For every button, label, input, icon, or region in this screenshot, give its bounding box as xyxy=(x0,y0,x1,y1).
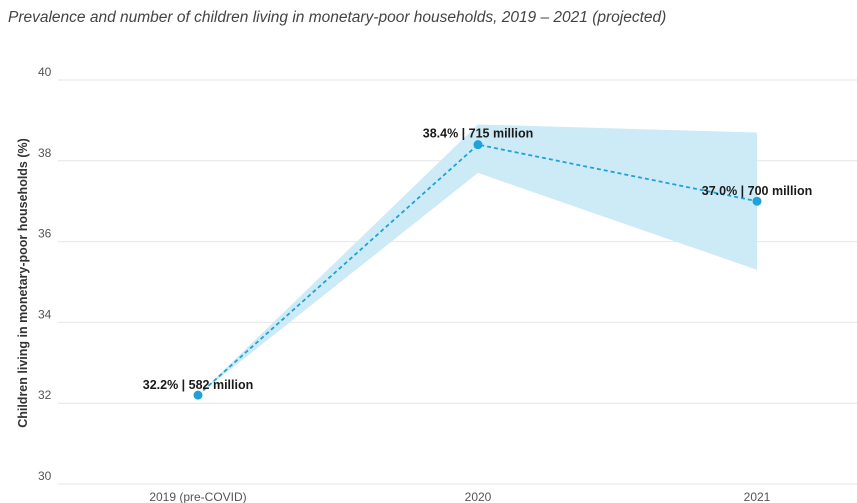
data-label: 38.4% | 715 million xyxy=(423,127,534,141)
x-tick-label: 2019 (pre-COVID) xyxy=(149,490,246,503)
data-point xyxy=(193,390,203,400)
y-tick-label: 40 xyxy=(38,65,52,79)
y-tick-label: 34 xyxy=(38,307,52,321)
y-tick-label: 38 xyxy=(38,146,52,160)
y-tick-label: 36 xyxy=(38,227,52,241)
x-tick-label: 2020 xyxy=(465,490,492,503)
x-tick-label: 2021 xyxy=(744,490,771,503)
data-points-layer xyxy=(193,140,762,400)
chart-title: Prevalence and number of children living… xyxy=(8,9,667,26)
y-axis-label: Children living in monetary-poor househo… xyxy=(16,138,30,428)
y-tick-labels: 30 32 34 36 38 40 xyxy=(38,65,52,483)
data-label: 32.2% | 582 million xyxy=(143,378,254,392)
data-label: 37.0% | 700 million xyxy=(702,184,813,198)
y-tick-label: 32 xyxy=(38,388,52,402)
y-tick-label: 30 xyxy=(38,469,52,483)
data-point xyxy=(752,196,762,206)
uncertainty-band xyxy=(198,124,757,396)
uncertainty-band-layer xyxy=(198,124,757,396)
data-point xyxy=(473,140,483,150)
data-labels-layer: 32.2% | 582 million 38.4% | 715 million 37… xyxy=(143,127,813,392)
x-tick-labels: 2019 (pre-COVID) 2020 2021 xyxy=(149,490,770,503)
